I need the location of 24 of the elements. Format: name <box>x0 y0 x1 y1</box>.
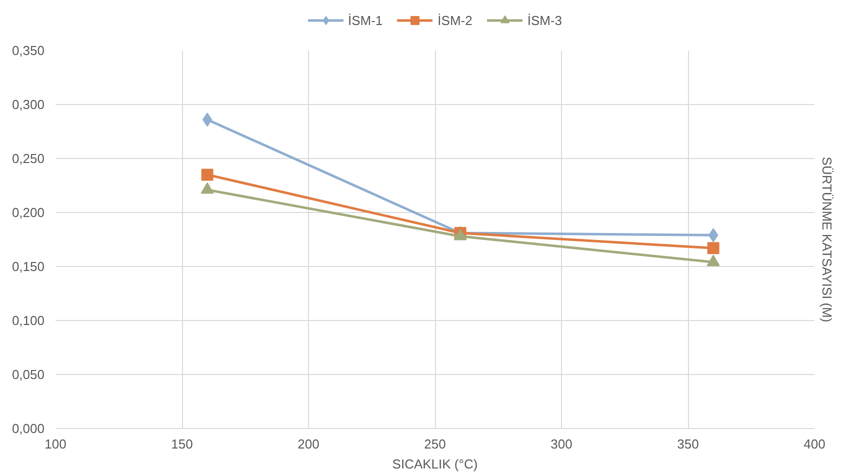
y2-axis-title: SÜRTÜNME KATSAYISI (M) <box>820 156 834 322</box>
y-tick-label: 0,000 <box>12 421 45 436</box>
point <box>707 242 720 254</box>
y-tick-label: 0,150 <box>12 259 45 274</box>
y-tick-label: 0,050 <box>12 367 45 382</box>
x-tick-label: 250 <box>424 436 446 452</box>
legend-label: İSM-2 <box>438 12 472 28</box>
y-tick-label: 0,350 <box>12 43 45 58</box>
y-tick-label: 0,100 <box>12 313 45 328</box>
x-tick-label: 100 <box>44 436 66 452</box>
x-tick-label: 300 <box>550 436 572 452</box>
y-tick-label: 0,300 <box>12 97 45 112</box>
x-axis-title: SICAKLIK (°C) <box>392 456 478 472</box>
x-tick-label: 200 <box>298 436 320 452</box>
x-tick-label: 400 <box>804 436 826 452</box>
x-tick-label: 350 <box>677 436 699 452</box>
y-tick-label: 0,200 <box>12 205 45 220</box>
point <box>201 168 214 181</box>
legend-label: İSM-3 <box>527 12 562 28</box>
legend-label: İSM-1 <box>348 12 383 28</box>
x-tick-label: 150 <box>171 436 193 452</box>
point <box>708 228 718 242</box>
point <box>202 112 212 127</box>
y-tick-label: 0,250 <box>12 151 45 166</box>
